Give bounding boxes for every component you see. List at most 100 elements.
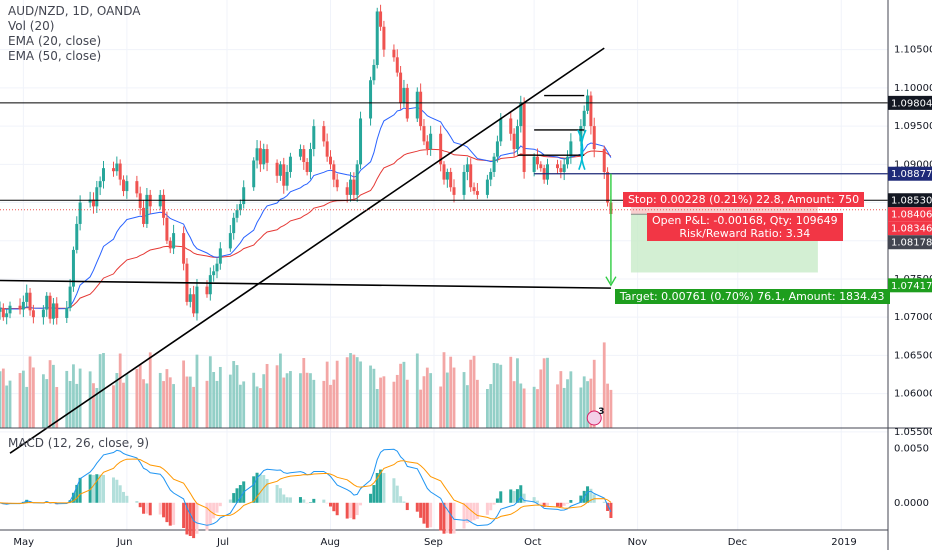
candle-body [372,64,376,81]
volume-bar [489,384,493,428]
price-tag [888,221,932,236]
volume-bar [452,367,456,428]
candle-body [399,72,403,104]
volume-bar [522,388,526,428]
candle-body [602,149,606,172]
time-axis-label: Sep [424,537,443,548]
macd-histogram-bar [125,495,129,503]
chart-legend: AUD/NZD, 1D, OANDA Vol (20) EMA (20, clo… [8,4,141,64]
macd-histogram-bar [148,502,152,516]
cyan-arrow-icon[interactable] [577,129,584,170]
price-tag-label: 1.08178 [891,238,932,249]
volume-bar [449,356,453,428]
candle-body [328,156,332,165]
volume-bar [419,389,423,428]
legend-volume: Vol (20) [8,19,55,33]
candle-body [71,249,75,287]
price-axis-tick-label: 1.09500 [894,121,932,132]
macd-histogram-bar [392,478,396,503]
candle-body [392,49,396,58]
event-badge-icon[interactable] [586,410,602,426]
macd-legend: MACD (12, 26, close, 9) [8,436,149,451]
volume-bar [475,379,479,428]
candle-body [302,149,306,163]
candle-body [135,181,139,194]
volume-bar [25,386,29,428]
time-axis-label: 2019 [831,537,856,548]
volume-bar [232,361,236,428]
volume-bar [78,368,82,428]
candle-body [218,248,222,264]
candle-body [509,118,513,134]
macd-histogram-bar [95,474,99,503]
macd-histogram-bar [145,502,149,514]
macd-histogram-bar [372,485,376,503]
candle-body [55,303,59,318]
candle-body [235,210,239,218]
cyan-arrow-icon[interactable] [580,129,587,170]
volume-bar [372,368,376,428]
macd-histogram-bar [238,485,242,503]
macd-histogram-bar [469,502,473,522]
candle-body [215,263,219,272]
macd-histogram-bar [449,502,453,534]
macd-histogram-bar [195,502,199,534]
macd-histogram-bar [492,502,496,505]
volume-bar [496,363,499,428]
macd-histogram-bar [349,502,353,518]
macd-histogram-bar [228,499,232,503]
volume-bar [485,388,489,428]
volume-bar [606,383,609,428]
pnl-label[interactable]: Open P&L: -0.00168, Qty: 109649 Risk/Rew… [646,213,843,242]
macd-histogram-bar [519,485,523,503]
candle-body [118,163,122,180]
macd-histogram-bar [282,494,286,503]
candle-body [519,103,523,127]
macd-axis-tick-label: 0.0050 [894,443,929,454]
macd-histogram-bar [415,502,419,512]
macd-histogram-bar [182,502,186,528]
macd-histogram-bar [302,499,306,503]
ema20-line [0,106,612,310]
macd-histogram-bar [535,500,539,503]
macd-histogram-bar [235,488,239,503]
candle-body [31,310,35,318]
stop-label[interactable]: Stop: 0.00228 (0.21%) 22.8, Amount: 750 [622,191,865,207]
candle-body [91,199,95,207]
candle-body [25,292,29,302]
macd-histogram-bar [586,486,590,503]
trend-line[interactable] [0,279,611,289]
price-tag [888,193,932,208]
candle-body [162,194,166,218]
candle-body [312,126,316,150]
candle-body [182,233,186,264]
macd-histogram-bar [439,502,443,531]
volume-bar [355,357,359,428]
volume-bar [182,360,186,428]
volume-bar [405,379,409,428]
price-tag [888,235,932,250]
target-label[interactable]: Target: 0.00761 (0.70%) 76.1, Amount: 18… [614,288,890,304]
volume-bar [465,385,469,428]
volume-bar [279,353,282,428]
price-tag [888,166,932,181]
candle-body [562,164,566,172]
candle-body [495,141,499,157]
volume-bar [569,371,573,428]
macd-histogram-bar [285,497,289,503]
volume-bar [302,357,306,428]
macd-histogram-bar [188,502,192,536]
macd-histogram-bar [185,502,189,535]
macd-histogram-bar [569,500,573,503]
volume-bar [309,373,312,428]
macd-histogram-bar [98,474,102,503]
candle-body [556,164,560,169]
candle-body [559,168,563,172]
price-tag-label: 1.09804 [891,98,932,109]
volume-bar [168,377,172,428]
candle-body [442,164,446,180]
volume-bar [158,372,162,428]
trend-line[interactable] [9,47,605,454]
candle-body [579,126,583,142]
